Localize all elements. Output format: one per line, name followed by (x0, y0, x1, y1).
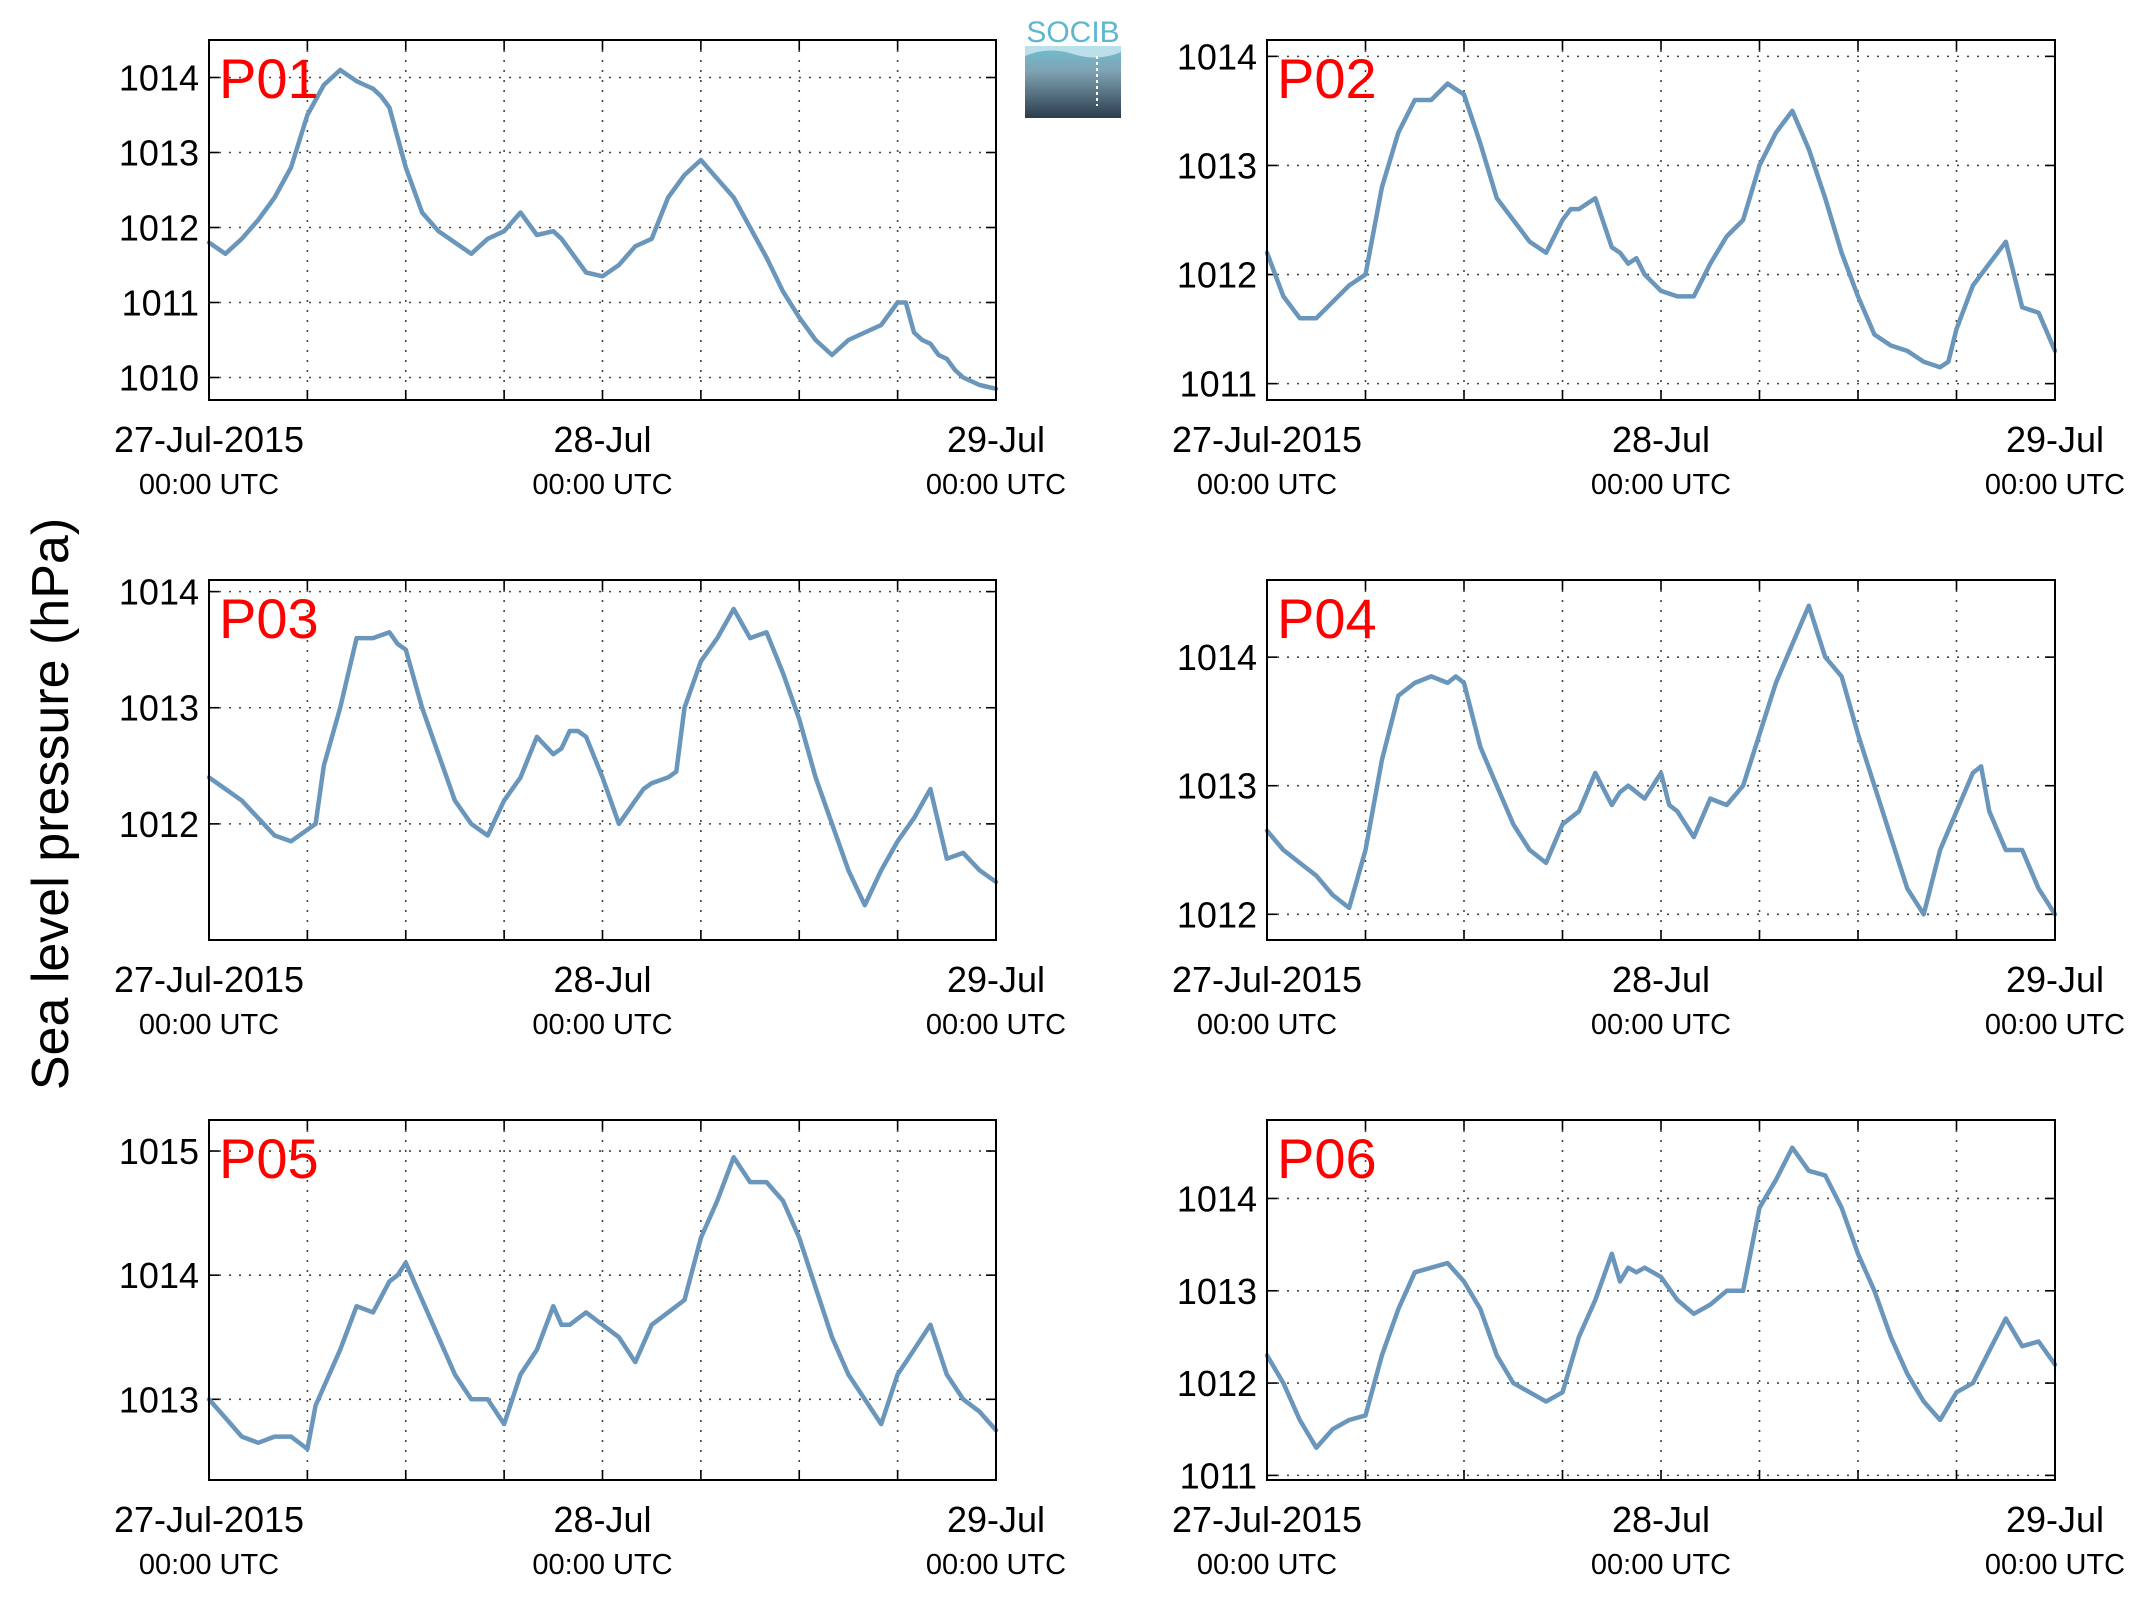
axes-frame (208, 1119, 997, 1481)
x-tick-sublabel: 00:00 UTC (139, 469, 279, 501)
y-tick-label: 1010 (119, 358, 199, 399)
series-line-p01 (206, 67, 999, 392)
panel-p05: 1013 1014 1015 27-Jul-2015 00:00 UTC 28-Jul 00… (114, 1119, 1066, 1581)
x-tick-sublabel: 00:00 UTC (1985, 1009, 2125, 1041)
x-tick-sublabel: 00:00 UTC (1591, 469, 1731, 501)
panel-p03: 1012 1013 1014 27-Jul-2015 00:00 UTC 28-Jul 00… (114, 572, 1066, 1041)
y-tick-label: 1012 (119, 208, 199, 249)
x-tick-label: 27-Jul-2015 (114, 1499, 304, 1540)
series-line-p06 (1264, 1145, 2058, 1450)
y-tick-label: 1013 (1177, 766, 1257, 807)
y-tick-label: 1014 (119, 572, 199, 613)
x-tick-sublabel: 00:00 UTC (1197, 1009, 1337, 1041)
x-tick-label: 29-Jul (947, 1499, 1045, 1540)
y-tick-label: 1011 (1180, 1455, 1257, 1496)
series-line-p04 (1264, 603, 2058, 917)
socib-logo: SOCIB (1023, 16, 1123, 120)
panel-label: P03 (219, 587, 319, 650)
y-tick-label: 1012 (1177, 255, 1257, 296)
x-tick-label: 27-Jul-2015 (1172, 419, 1362, 460)
series-line-p05 (206, 1154, 999, 1452)
x-tick-sublabel: 00:00 UTC (1591, 1009, 1731, 1041)
x-tick-sublabel: 00:00 UTC (1197, 1549, 1337, 1581)
x-tick-label: 28-Jul (553, 959, 651, 1000)
x-tick-label: 29-Jul (947, 959, 1045, 1000)
panel-label: P02 (1277, 47, 1377, 110)
y-tick-label: 1015 (119, 1131, 199, 1172)
x-tick-sublabel: 00:00 UTC (532, 469, 672, 501)
y-tick-label: 1013 (1177, 145, 1257, 186)
x-tick-label: 27-Jul-2015 (1172, 1499, 1362, 1540)
series-line-p02 (1264, 81, 2058, 370)
series-line-p03 (206, 606, 999, 908)
x-tick-label: 28-Jul (553, 1499, 651, 1540)
y-tick-label: 1013 (119, 133, 199, 174)
x-tick-label: 27-Jul-2015 (114, 959, 304, 1000)
x-tick-label: 29-Jul (2006, 1499, 2104, 1540)
x-tick-label: 28-Jul (553, 419, 651, 460)
y-tick-label: 1012 (1177, 1363, 1257, 1404)
y-tick-label: 1011 (1180, 364, 1257, 405)
socib-logo-text: SOCIB (1026, 16, 1119, 49)
x-tick-sublabel: 00:00 UTC (139, 1549, 279, 1581)
axes-frame (1266, 579, 2056, 941)
x-tick-sublabel: 00:00 UTC (1197, 469, 1337, 501)
x-tick-sublabel: 00:00 UTC (1591, 1549, 1731, 1581)
x-tick-sublabel: 00:00 UTC (139, 1009, 279, 1041)
x-tick-label: 28-Jul (1612, 419, 1710, 460)
x-tick-label: 29-Jul (2006, 959, 2104, 1000)
x-tick-label: 29-Jul (947, 419, 1045, 460)
x-tick-label: 28-Jul (1612, 959, 1710, 1000)
y-tick-label: 1014 (1177, 1178, 1257, 1219)
x-tick-sublabel: 00:00 UTC (1985, 469, 2125, 501)
x-tick-sublabel: 00:00 UTC (1985, 1549, 2125, 1581)
y-tick-label: 1012 (1177, 894, 1257, 935)
panel-p06: 1011 1012 1013 1014 27-Jul-2015 00:00 UTC 28-J… (1172, 1119, 2125, 1581)
panel-label: P04 (1277, 587, 1377, 650)
x-tick-label: 27-Jul-2015 (1172, 959, 1362, 1000)
y-axis-label: Sea level pressure (hPa) (22, 518, 80, 1090)
x-tick-sublabel: 00:00 UTC (926, 1009, 1066, 1041)
x-tick-sublabel: 00:00 UTC (532, 1009, 672, 1041)
y-tick-label: 1014 (1177, 36, 1257, 77)
panel-label: P06 (1277, 1127, 1377, 1190)
panel-p02: 1011 1012 1013 1014 27-Jul-2015 00:00 UTC 28-J… (1172, 36, 2125, 501)
axes-frame (1266, 39, 2056, 401)
panel-p04: 1012 1013 1014 27-Jul-2015 00:00 UTC 28-Jul 00… (1172, 579, 2125, 1041)
axes-frame (1266, 1119, 2056, 1481)
panel-label: P01 (219, 47, 319, 110)
axes-frame (208, 39, 997, 401)
y-tick-label: 1013 (119, 688, 199, 729)
y-tick-label: 1014 (119, 1255, 199, 1296)
x-tick-sublabel: 00:00 UTC (532, 1549, 672, 1581)
x-tick-sublabel: 00:00 UTC (926, 1549, 1066, 1581)
x-tick-label: 27-Jul-2015 (114, 419, 304, 460)
axes-frame (208, 579, 997, 941)
y-tick-label: 1014 (119, 58, 199, 99)
y-tick-label: 1014 (1177, 637, 1257, 678)
y-tick-label: 1011 (122, 283, 199, 324)
y-tick-label: 1013 (1177, 1271, 1257, 1312)
panel-label: P05 (219, 1127, 319, 1190)
x-tick-label: 28-Jul (1612, 1499, 1710, 1540)
panel-p01: 1010 1011 1012 1013 1014 27-Jul-2015 00:00 UTC… (114, 39, 1066, 501)
x-tick-label: 29-Jul (2006, 419, 2104, 460)
x-tick-sublabel: 00:00 UTC (926, 469, 1066, 501)
y-tick-label: 1013 (119, 1379, 199, 1420)
y-tick-label: 1012 (119, 804, 199, 845)
